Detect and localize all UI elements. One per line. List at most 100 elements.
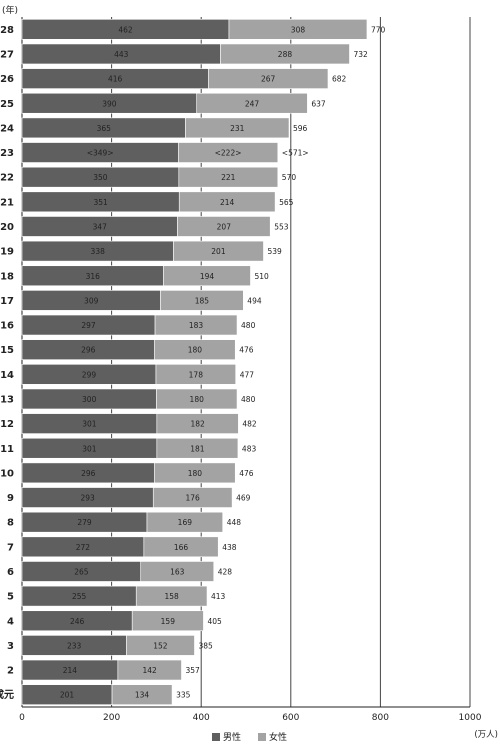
- data-label-female-14: 178: [189, 370, 204, 379]
- total-label-18: 510: [254, 272, 269, 281]
- total-label-24: 596: [293, 124, 308, 133]
- data-label-female-11: 181: [190, 444, 205, 453]
- data-label-male-14: 299: [82, 370, 97, 379]
- y-tick-label-19: 19: [0, 247, 14, 258]
- bar-female-6: [140, 561, 215, 582]
- data-label-female-25: 247: [245, 99, 260, 108]
- y-tick-label-23: 23: [0, 148, 14, 159]
- legend-label-female: 女性: [269, 731, 287, 743]
- y-tick-label-成元: 成元: [0, 688, 14, 701]
- data-label-female-2: 142: [143, 666, 158, 675]
- total-label-17: 494: [247, 296, 262, 305]
- y-tick-label-28: 28: [0, 25, 14, 36]
- data-label-female-13: 180: [190, 395, 205, 404]
- data-label-female-成元: 134: [135, 691, 150, 700]
- data-label-male-21: 351: [93, 198, 108, 207]
- total-label-21: 565: [279, 198, 294, 207]
- total-label-10: 476: [239, 469, 254, 478]
- bar-female-19: [173, 240, 264, 262]
- bar-female-7: [143, 536, 219, 558]
- data-label-female-19: 201: [211, 247, 226, 256]
- data-label-female-17: 185: [195, 296, 210, 305]
- x-tick-label-600: 600: [282, 713, 299, 723]
- data-label-male-20: 347: [93, 222, 108, 231]
- total-label-9: 469: [236, 494, 251, 503]
- total-label-16: 480: [241, 321, 256, 330]
- data-label-male-22: 350: [93, 173, 108, 182]
- y-tick-label-21: 21: [0, 197, 14, 208]
- bar-female-9: [152, 487, 233, 508]
- data-label-male-2: 214: [63, 666, 78, 675]
- data-label-female-3: 152: [153, 641, 168, 650]
- data-label-male-7: 272: [76, 543, 91, 552]
- bar-female-20: [177, 216, 271, 237]
- data-label-male-16: 297: [81, 321, 96, 330]
- data-label-male-24: 365: [97, 124, 112, 133]
- y-tick-label-25: 25: [0, 99, 14, 110]
- data-label-male-成元: 201: [60, 691, 75, 700]
- y-tick-label-22: 22: [0, 173, 14, 184]
- data-label-female-12: 182: [190, 420, 205, 429]
- y-tick-label-15: 15: [0, 345, 14, 356]
- y-axis-title: (年): [2, 4, 18, 16]
- y-tick-label-20: 20: [0, 222, 14, 233]
- total-label-25: 637: [311, 99, 326, 108]
- data-label-male-3: 233: [67, 641, 82, 650]
- data-label-male-28: 462: [118, 25, 133, 34]
- bar-female-24: [185, 117, 290, 139]
- bar-female-18: [163, 265, 251, 287]
- legend-label-male: 男性: [223, 731, 241, 743]
- total-label-成元: 335: [176, 691, 191, 700]
- bar-female-21: [178, 191, 276, 213]
- data-label-male-27: 443: [114, 50, 129, 59]
- bar-female-23: [178, 142, 279, 163]
- data-label-female-21: 214: [220, 198, 235, 207]
- data-label-male-11: 301: [82, 444, 97, 453]
- bar-female-15: [154, 339, 236, 360]
- bar-female-16: [154, 314, 238, 336]
- total-label-23: <571>: [282, 149, 309, 158]
- y-tick-label-17: 17: [0, 296, 14, 307]
- y-tick-label-7: 7: [7, 542, 14, 553]
- data-label-male-26: 416: [108, 75, 123, 84]
- data-label-male-10: 296: [81, 469, 96, 478]
- data-label-male-15: 296: [81, 346, 96, 355]
- total-label-6: 428: [218, 567, 233, 576]
- y-tick-label-10: 10: [0, 468, 14, 479]
- bar-female-2: [117, 659, 182, 681]
- data-label-male-12: 301: [82, 420, 97, 429]
- x-tick-label-200: 200: [103, 713, 120, 723]
- total-label-5: 413: [211, 592, 226, 601]
- y-tick-label-6: 6: [7, 567, 14, 578]
- y-tick-label-9: 9: [7, 493, 14, 504]
- data-label-female-9: 176: [186, 494, 201, 503]
- legend-swatch-male: [212, 733, 220, 741]
- y-tick-label-26: 26: [0, 74, 14, 85]
- bar-female-成元: [111, 684, 173, 705]
- x-axis-labels: 0 200 400 600 800 1000: [19, 713, 482, 723]
- x-tick-label-400: 400: [193, 713, 210, 723]
- y-tick-label-3: 3: [7, 641, 14, 652]
- data-label-female-24: 231: [230, 124, 245, 133]
- bars: 462 308 770 443 288 732 416 267 682 390 247 637 365 2…: [21, 19, 386, 705]
- total-label-19: 539: [267, 247, 282, 256]
- data-label-male-4: 246: [70, 617, 85, 626]
- total-label-15: 476: [239, 346, 254, 355]
- data-label-male-5: 255: [72, 592, 87, 601]
- data-label-female-23: <222>: [215, 149, 242, 158]
- y-tick-label-27: 27: [0, 49, 14, 60]
- y-tick-label-16: 16: [0, 321, 14, 332]
- data-label-female-4: 159: [161, 617, 176, 626]
- total-label-13: 480: [241, 395, 256, 404]
- legend-swatch-female: [258, 733, 266, 741]
- data-label-female-18: 194: [200, 272, 215, 281]
- bar-female-3: [126, 635, 195, 656]
- bar-female-17: [160, 290, 244, 311]
- data-label-female-5: 158: [164, 592, 179, 601]
- data-label-male-19: 338: [91, 247, 106, 256]
- total-label-3: 385: [198, 641, 213, 650]
- y-axis-labels: 2827262524232221201918171615141312111098…: [0, 25, 14, 701]
- y-tick-label-24: 24: [0, 123, 14, 134]
- bar-female-14: [155, 364, 236, 385]
- x-tick-label-0: 0: [19, 713, 25, 723]
